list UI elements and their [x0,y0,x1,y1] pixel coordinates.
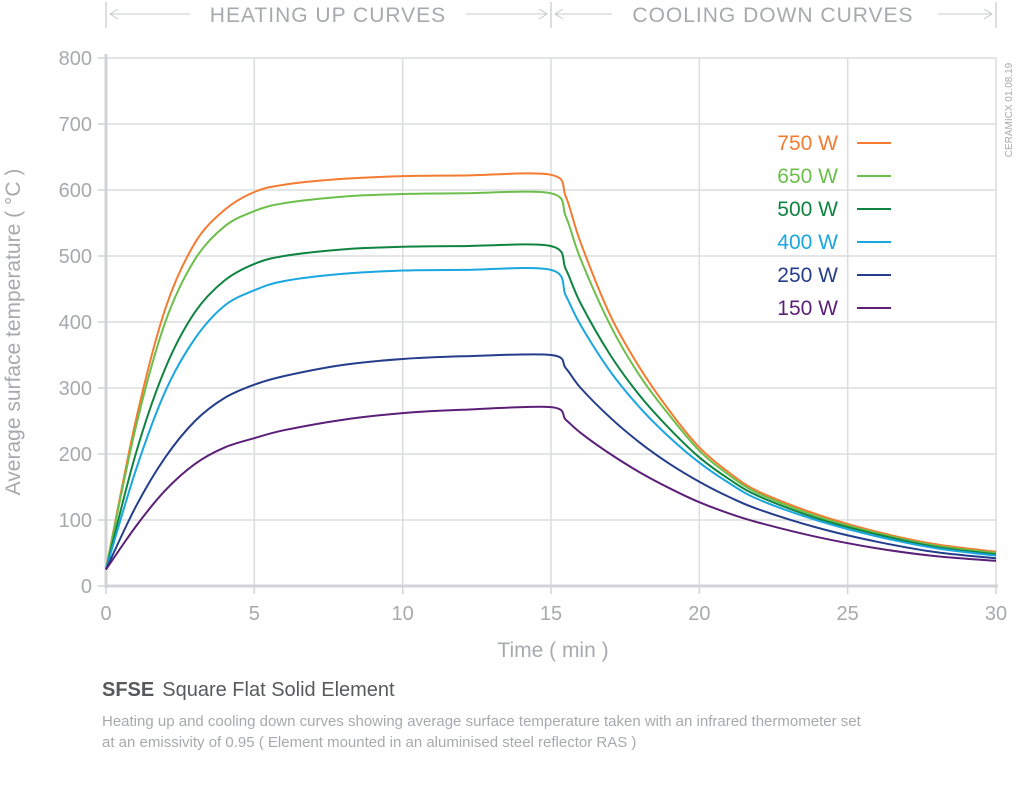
y-tick-label: 200 [59,444,92,466]
legend-label: 500 W [777,198,838,221]
heating-up-label: HEATING UP CURVES [210,4,446,27]
x-tick-label: 5 [249,603,260,625]
y-tick-labels: 0 100 200 300 400 500 600 700 800 [59,48,92,598]
caption-description: Heating up and cooling down curves showi… [102,711,1012,753]
series-line-650w [105,190,997,570]
y-tick-label: 500 [59,246,92,268]
y-tick-label: 300 [59,378,92,400]
series-line-250w [105,353,997,570]
y-tick-label: 600 [59,180,92,202]
description-line-1: Heating up and cooling down curves showi… [102,713,861,730]
x-axis-label: Time ( min ) [497,639,608,662]
x-tick-label: 0 [100,603,111,625]
x-tick-label: 15 [540,603,562,625]
x-tick-label: 20 [688,603,710,625]
y-axis-label: Average surface temperature ( °C ) [2,169,25,496]
description-line-2: at an emissivity of 0.95 ( Element mount… [102,734,637,751]
series-line-150w [105,405,997,571]
y-tick-label: 100 [59,510,92,532]
x-tick-label: 30 [985,603,1007,625]
legend-label: 150 W [777,297,838,320]
section-header: HEATING UP CURVES COOLING DOWN CURVES [105,2,997,28]
cooling-down-label: COOLING DOWN CURVES [632,4,913,27]
axes [98,54,998,594]
y-tick-label: 700 [59,114,92,136]
series-line-500w [105,243,997,570]
cooling-arrow-left-icon [554,8,612,20]
caption-name: Square Flat Solid Element [162,679,395,701]
x-tick-labels: 0 5 10 15 20 25 30 [100,603,1007,625]
legend-label: 650 W [777,165,838,188]
cooling-arrow-right-icon [938,8,993,20]
y-tick-label: 0 [81,576,92,598]
legend-label: 250 W [777,264,838,287]
series-line-750w [105,172,997,570]
x-tick-label: 10 [392,603,414,625]
legend-label: 750 W [777,132,838,155]
y-tick-label: 400 [59,312,92,334]
caption-code: SFSE [102,679,155,701]
heating-arrow-right-icon [466,8,548,20]
version-stamp: CERAMICX 01.08.19 [1004,62,1015,157]
heating-arrow-left-icon [109,8,190,20]
legend-label: 400 W [777,231,838,254]
series-lines [105,172,997,571]
legend: 750 W 650 W 500 W 400 W 250 W 150 W [777,132,891,320]
grid [106,57,997,586]
caption-title: SFSE Square Flat Solid Element [102,679,395,702]
y-tick-label: 800 [59,48,92,70]
series-line-400w [105,267,997,570]
x-tick-label: 25 [837,603,859,625]
